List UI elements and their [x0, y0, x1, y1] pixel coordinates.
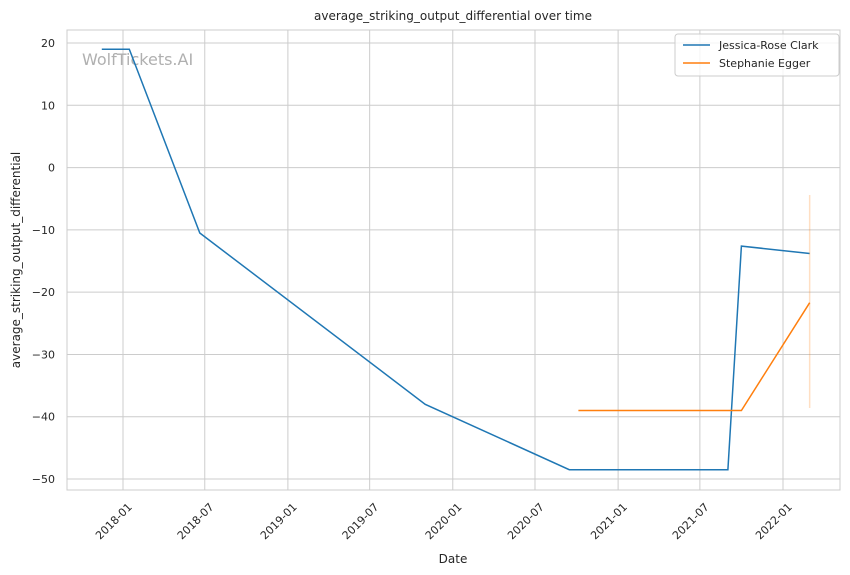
y-tick-label: 0 [48, 162, 55, 175]
x-tick-label: 2020-01 [423, 501, 465, 543]
x-tick-label: 2020-07 [505, 501, 547, 543]
x-tick-label: 2019-07 [340, 501, 382, 543]
x-tick-label: 2022-01 [753, 501, 795, 543]
plot-frame [66, 29, 841, 491]
legend-label: Jessica-Rose Clark [718, 39, 819, 52]
x-tick-label: 2018-07 [175, 501, 217, 543]
y-tick-label: −40 [32, 411, 55, 424]
y-tick-label: 20 [41, 37, 55, 50]
watermark: WolfTickets.AI [82, 50, 193, 69]
y-tick-label: −30 [32, 348, 55, 361]
y-tick-label: −10 [32, 224, 55, 237]
y-tick-label: −50 [32, 473, 55, 486]
series-line-jessica-rose-clark [101, 48, 810, 471]
y-axis-label: average_striking_output_differential [9, 152, 23, 368]
x-tick-label: 2018-01 [93, 501, 135, 543]
chart-title: average_striking_output_differential ove… [314, 9, 592, 23]
y-tick-label: −20 [32, 286, 55, 299]
x-tick-label: 2021-01 [588, 501, 630, 543]
x-tick-label: 2019-01 [258, 501, 300, 543]
legend: Jessica-Rose Clark Stephanie Egger [674, 33, 840, 77]
series-line-stephanie-egger [578, 302, 811, 412]
y-tick-label: 10 [41, 99, 55, 112]
x-axis-label: Date [439, 552, 468, 566]
x-tick-label: 2021-07 [670, 501, 712, 543]
legend-label: Stephanie Egger [719, 57, 811, 70]
